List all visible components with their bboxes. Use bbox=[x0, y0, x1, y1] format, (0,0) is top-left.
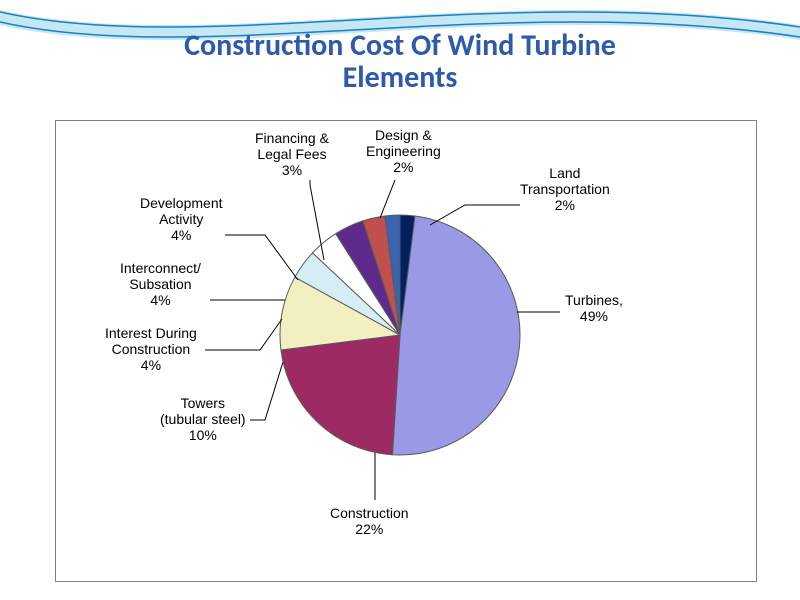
leader-line bbox=[310, 180, 324, 260]
leader-line bbox=[205, 319, 282, 350]
leader-line bbox=[430, 205, 520, 225]
slice-label: Construction22% bbox=[330, 505, 409, 537]
slice-label: Towers(tubular steel)10% bbox=[160, 395, 246, 443]
leader-line bbox=[380, 180, 395, 218]
slice-label: DevelopmentActivity4% bbox=[140, 195, 223, 243]
slice-label: Interconnect/Subsation4% bbox=[120, 260, 201, 308]
slice-label: LandTransportation2% bbox=[520, 165, 610, 213]
slice-label: Turbines,49% bbox=[565, 292, 623, 324]
slice-label: Interest DuringConstruction4% bbox=[105, 325, 197, 373]
page-title: Construction Cost Of Wind Turbine Elemen… bbox=[0, 30, 800, 93]
slice-label: Design &Engineering2% bbox=[366, 127, 441, 175]
slide: Construction Cost Of Wind Turbine Elemen… bbox=[0, 0, 800, 600]
leader-line bbox=[225, 235, 298, 280]
title-line-2: Elements bbox=[343, 59, 458, 96]
slice-label: Financing &Legal Fees3% bbox=[255, 130, 329, 178]
leader-line bbox=[250, 362, 283, 420]
